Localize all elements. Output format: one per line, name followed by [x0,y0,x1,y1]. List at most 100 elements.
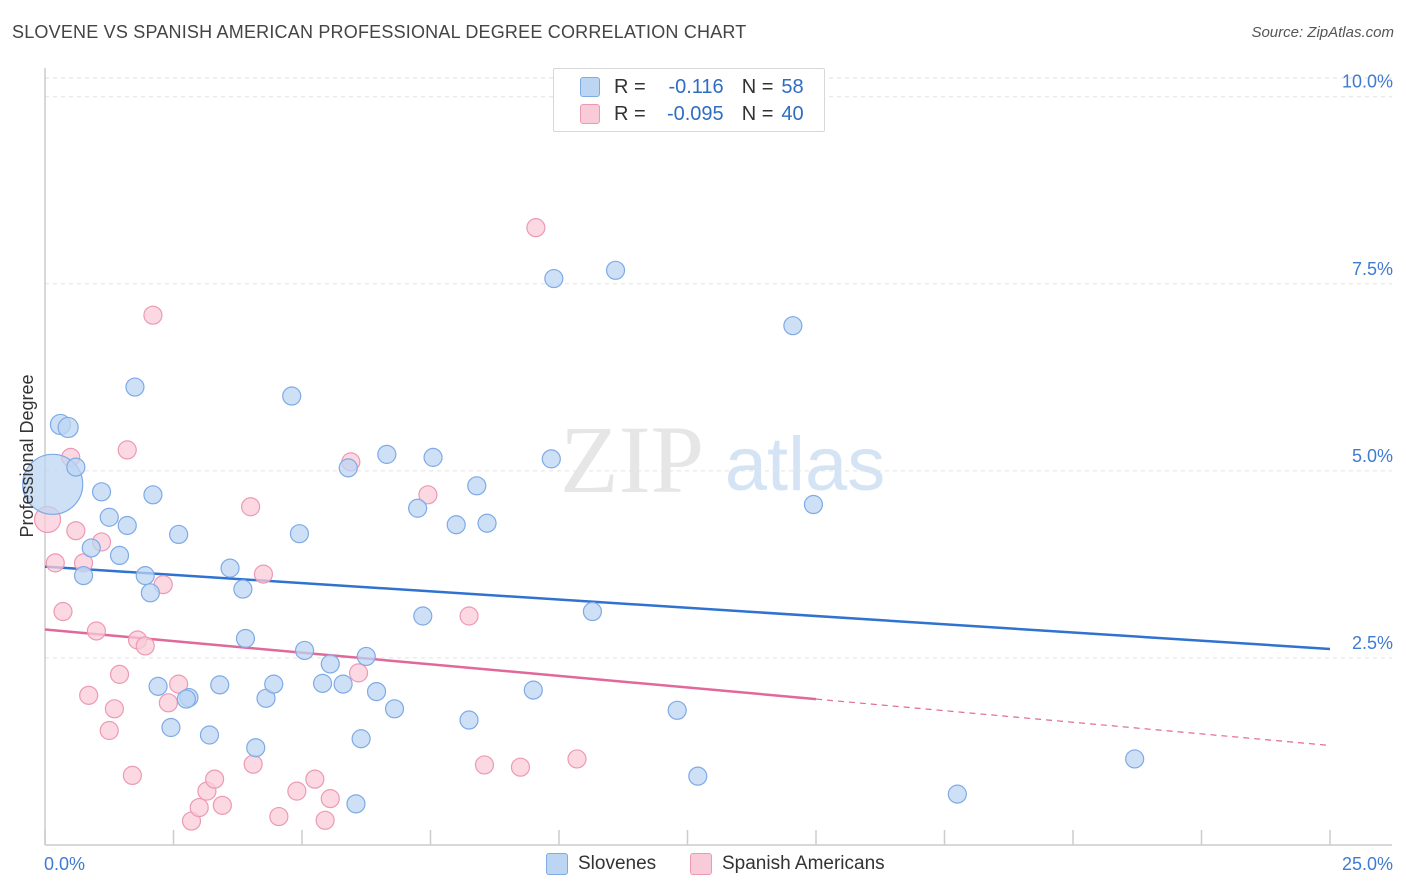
legend-item-slovenes[interactable]: Slovenes [546,853,656,875]
slovenes-swatch-icon [580,77,600,97]
chart-title: SLOVENE VS SPANISH AMERICAN PROFESSIONAL… [12,22,747,42]
spanish-american-point [53,601,73,622]
slovene-point [467,476,487,496]
slovene-point [66,457,86,477]
trend-line-dashed-spanish-americans [815,698,1331,747]
slovene-point [73,566,94,586]
slovene-point [423,447,443,467]
slovene-point [233,579,253,599]
slovene-point [176,689,196,709]
spanish-american-point [212,795,232,815]
slovene-point [446,515,466,535]
spanish-american-point [169,674,189,694]
x-tick-label-min: 0.0% [44,854,85,874]
spanish-american-point [158,693,178,713]
y-axis-label: Professional Degree [17,374,37,537]
r-label: R = [614,75,646,98]
spanish-american-point [269,806,289,827]
slovene-point [294,640,315,661]
spanish-american-point [122,765,142,786]
spanish-american-point [305,769,325,789]
slovene-point [148,676,168,696]
spanish-n-value: 40 [781,102,804,125]
legend-row-slovenes: R = -0.116 N = 58 [580,74,804,100]
n-label: N = [741,102,774,125]
slovene-point [140,583,160,603]
slovene-point [235,628,256,649]
slovene-point [91,482,112,502]
spanish-american-point [241,497,261,517]
slovene-point [605,260,626,280]
slovenes-n-value: 58 [781,75,804,98]
slovene-point [135,566,155,586]
spanish-american-point [315,810,335,830]
slovene-point [125,377,145,397]
spanish-american-point [348,663,369,683]
spanish-american-point [567,749,587,769]
source-credit: Source: ZipAtlas.com [1251,24,1394,41]
y-tick-label: 2.5% [1352,633,1393,653]
spanish-american-point [320,789,340,809]
slovene-point [289,524,310,544]
slovene-point [408,498,428,518]
slovene-point [384,699,405,719]
slovene-point [169,524,189,545]
slovene-point [544,268,564,289]
slovene-point [99,507,119,527]
slovene-point [1125,749,1145,769]
slovene-point [57,416,79,439]
spanish-american-point [205,769,225,789]
n-label: N = [741,75,774,98]
spanish-american-point [99,720,119,741]
r-label: R = [614,102,646,125]
slovene-point [199,725,220,745]
spanish-american-point [66,521,86,541]
spanish-american-point [86,621,107,641]
slovene-point [366,681,387,702]
slovene-point [282,386,302,406]
slovene-point [459,710,479,730]
slovene-point [947,784,967,804]
slovenes-legend-icon [546,853,568,875]
legend-item-spanish[interactable]: Spanish Americans [690,853,885,875]
slovene-point [667,700,687,720]
y-tick-label: 10.0% [1342,72,1393,92]
y-tick-label: 7.5% [1352,259,1393,279]
spanish-american-point [459,606,479,626]
spanish-american-point [526,218,546,238]
slovene-point [413,606,433,626]
y-tick-label: 5.0% [1352,446,1393,466]
slovene-point [320,654,340,674]
correlation-legend: R = -0.116 N = 58 R = -0.095 N = 40 [553,68,825,132]
slovene-point [377,444,397,464]
spanish-american-point [474,755,495,775]
slovene-point [338,458,358,478]
watermark-zip: ZIP [560,406,704,513]
slovene-point [582,601,603,622]
slovene-point [356,646,376,667]
slovene-point [803,494,824,515]
slovene-point [161,717,181,738]
spanish-american-point [117,440,137,460]
spanish-american-point [418,485,438,505]
slovene-point [109,545,130,566]
spanish-american-point [109,664,130,684]
trend-line-spanish-americans [44,628,817,701]
slovene-point [210,675,230,695]
slovene-point [81,538,101,558]
spanish-r-value: -0.095 [666,102,724,125]
slovene-point [346,794,366,814]
spanish-legend-label: Spanish Americans [722,853,885,874]
slovene-point [783,316,803,336]
series-legend: Slovenes Spanish Americans [0,851,1406,879]
spanish-american-point [287,781,307,801]
x-tick-label-max: 25.0% [1342,854,1393,874]
slovene-point [688,766,708,786]
spanish-american-point [143,305,163,325]
spanish-american-point [135,636,155,656]
slovene-point [143,485,163,505]
slovene-point [541,449,561,469]
spanish-american-point [45,553,65,573]
slovene-point [351,729,371,749]
